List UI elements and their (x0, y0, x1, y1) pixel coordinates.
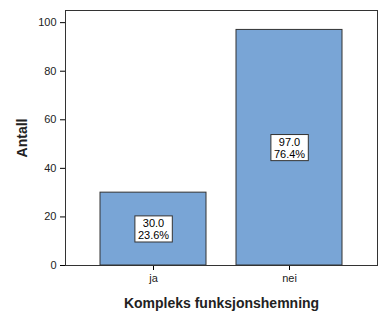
svg-text:97.076.4%: 97.076.4% (274, 136, 305, 160)
svg-text:20: 20 (44, 210, 56, 222)
svg-text:Antall: Antall (14, 119, 30, 158)
svg-text:100: 100 (38, 16, 56, 28)
svg-text:40: 40 (44, 162, 56, 174)
svg-text:60: 60 (44, 113, 56, 125)
svg-text:80: 80 (44, 65, 56, 77)
svg-text:Kompleks funksjonshemning: Kompleks funksjonshemning (124, 295, 319, 311)
svg-text:nei: nei (282, 272, 297, 284)
svg-text:ja: ja (148, 272, 158, 284)
svg-text:30.023.6%: 30.023.6% (138, 217, 169, 241)
svg-text:0: 0 (50, 259, 56, 271)
